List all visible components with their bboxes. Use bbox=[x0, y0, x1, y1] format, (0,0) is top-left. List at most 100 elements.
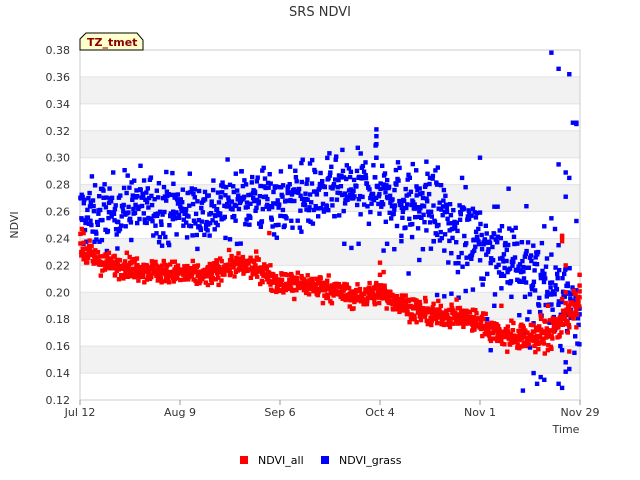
point-ndvi-grass-trend bbox=[292, 198, 297, 204]
point-ndvi-all-trend bbox=[448, 321, 453, 326]
point-ndvi-grass-trend bbox=[429, 214, 434, 219]
point-ndvi-grass-trend bbox=[310, 157, 315, 163]
point-ndvi-all-outlier bbox=[545, 348, 551, 353]
point-ndvi-grass-trend bbox=[530, 283, 536, 288]
point-ndvi-all-trend bbox=[418, 317, 424, 323]
point-ndvi-grass-trend bbox=[495, 204, 500, 209]
point-ndvi-grass-trend bbox=[519, 240, 525, 245]
point-ndvi-all-trend bbox=[550, 336, 555, 341]
point-ndvi-all-trend bbox=[500, 334, 506, 339]
point-ndvi-all-trend bbox=[573, 292, 578, 297]
point-ndvi-all-trend bbox=[130, 266, 136, 271]
point-ndvi-grass-outlier bbox=[374, 134, 379, 139]
point-ndvi-grass-trend bbox=[525, 240, 531, 245]
point-ndvi-grass-trend bbox=[371, 197, 377, 203]
point-ndvi-grass-trend bbox=[146, 195, 152, 201]
point-ndvi-all-trend bbox=[346, 285, 352, 291]
point-ndvi-grass-trend bbox=[100, 217, 105, 223]
point-ndvi-grass-trend bbox=[144, 220, 149, 226]
point-ndvi-all-trend bbox=[250, 269, 256, 274]
point-ndvi-all-trend bbox=[412, 317, 417, 322]
point-ndvi-all-trend bbox=[170, 269, 176, 274]
point-ndvi-grass-trend bbox=[280, 194, 285, 199]
point-ndvi-all-trend bbox=[157, 270, 162, 276]
y-tick-label: 0.24 bbox=[46, 232, 71, 245]
point-ndvi-all-trend bbox=[456, 320, 462, 325]
point-ndvi-grass-trend bbox=[416, 214, 422, 220]
point-ndvi-grass-outlier bbox=[527, 345, 533, 350]
point-ndvi-all-trend bbox=[378, 283, 384, 288]
point-ndvi-grass-trend bbox=[90, 229, 95, 234]
point-ndvi-all-trend bbox=[209, 271, 215, 276]
point-ndvi-grass-trend bbox=[222, 203, 227, 208]
point-ndvi-grass-trend bbox=[396, 178, 401, 183]
point-ndvi-grass-trend bbox=[111, 211, 117, 216]
tz-badge: TZ_tmet bbox=[79, 32, 144, 51]
point-ndvi-grass-trend bbox=[108, 199, 114, 204]
point-ndvi-grass-trend bbox=[333, 177, 338, 182]
point-ndvi-all-trend bbox=[543, 319, 548, 324]
point-ndvi-grass-trend bbox=[373, 195, 379, 200]
point-ndvi-grass-trend bbox=[277, 202, 282, 207]
point-ndvi-all-trend bbox=[436, 298, 441, 304]
point-ndvi-all-trend bbox=[526, 342, 532, 347]
point-ndvi-all-trend bbox=[433, 316, 439, 321]
point-ndvi-all-trend bbox=[556, 323, 561, 328]
point-ndvi-all-trend bbox=[445, 312, 450, 318]
point-ndvi-grass-trend bbox=[552, 292, 557, 297]
point-ndvi-grass-trend bbox=[121, 185, 127, 191]
plot-frame bbox=[79, 49, 581, 401]
point-ndvi-all-trend bbox=[325, 292, 330, 297]
point-ndvi-all-trend bbox=[236, 259, 241, 264]
point-ndvi-grass-trend bbox=[477, 242, 482, 247]
point-ndvi-grass-trend bbox=[340, 168, 346, 174]
point-ndvi-grass-trend bbox=[286, 190, 291, 195]
point-ndvi-grass-trend bbox=[174, 210, 179, 215]
point-ndvi-grass-trend bbox=[432, 219, 438, 225]
point-ndvi-all-trend bbox=[457, 316, 462, 321]
point-ndvi-grass-trend bbox=[333, 157, 338, 162]
point-ndvi-grass-trend bbox=[209, 199, 214, 204]
point-ndvi-grass-trend bbox=[84, 239, 89, 244]
point-ndvi-all-trend bbox=[313, 283, 318, 288]
point-ndvi-all-trend bbox=[218, 256, 223, 261]
point-ndvi-grass-trend bbox=[196, 217, 202, 223]
x-tick-label: Nov 1 bbox=[464, 406, 496, 419]
point-ndvi-all-trend bbox=[430, 305, 435, 310]
point-ndvi-all-trend bbox=[285, 272, 290, 278]
point-ndvi-all-trend bbox=[439, 322, 444, 327]
point-ndvi-all-trend bbox=[163, 278, 168, 284]
point-ndvi-grass-trend bbox=[158, 219, 164, 224]
point-ndvi-grass-trend bbox=[531, 243, 536, 248]
point-ndvi-all-trend bbox=[398, 298, 404, 304]
point-ndvi-all-trend bbox=[457, 305, 463, 311]
point-ndvi-grass-trend bbox=[318, 206, 324, 211]
point-ndvi-grass-trend bbox=[576, 322, 581, 328]
point-ndvi-grass-trend bbox=[215, 190, 221, 195]
point-ndvi-grass-trend bbox=[489, 235, 494, 240]
point-ndvi-grass-trend bbox=[418, 205, 423, 211]
point-ndvi-grass-trend bbox=[395, 160, 401, 165]
point-ndvi-grass-trend bbox=[252, 198, 257, 204]
point-ndvi-grass-trend bbox=[107, 186, 112, 191]
point-ndvi-grass-trend bbox=[487, 240, 493, 245]
point-ndvi-grass-trend bbox=[457, 203, 462, 208]
point-ndvi-grass-trend bbox=[479, 232, 484, 238]
point-ndvi-grass-outlier bbox=[363, 173, 368, 178]
point-ndvi-grass-trend bbox=[375, 184, 380, 190]
point-ndvi-grass-trend bbox=[96, 211, 101, 216]
point-ndvi-grass-trend bbox=[532, 261, 537, 266]
point-ndvi-all-trend bbox=[111, 266, 117, 271]
point-ndvi-grass-trend bbox=[126, 204, 131, 210]
point-ndvi-grass-trend bbox=[512, 241, 517, 247]
point-ndvi-grass-trend bbox=[263, 194, 269, 199]
point-ndvi-grass-trend bbox=[334, 154, 339, 159]
point-ndvi-all-trend bbox=[86, 243, 92, 249]
point-ndvi-all-trend bbox=[139, 270, 145, 276]
point-ndvi-all-outlier bbox=[559, 239, 565, 244]
point-ndvi-grass-trend bbox=[271, 201, 276, 206]
point-ndvi-grass-outlier bbox=[574, 121, 579, 127]
point-ndvi-grass-trend bbox=[159, 243, 165, 248]
point-ndvi-grass-trend bbox=[265, 202, 270, 208]
point-ndvi-grass-trend bbox=[211, 187, 216, 193]
